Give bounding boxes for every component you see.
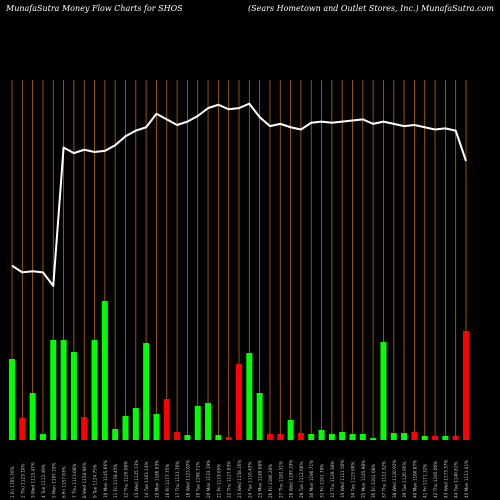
x-tick-label: 16 Fri 1177.75% (165, 464, 170, 498)
bar (411, 432, 418, 440)
chart-header-right: (Sears Hometown and Outlet Stores, Inc.)… (248, 4, 494, 13)
x-tick-label: 20 Mon 1133.19% (206, 460, 211, 498)
x-tick-labels: 1 Fri 1765.76% 2 Thu 1123.10% 3 Wed 1115.4… (10, 460, 469, 498)
x-tick-label: 18 Wed 1122.07% (185, 460, 190, 498)
x-tick-label: 14 Tue 1103.14% (144, 462, 149, 498)
x-tick-label: 35 Mon 1145.98% (361, 460, 366, 498)
bar (194, 406, 201, 440)
bar (122, 416, 129, 440)
x-tick-label: 31 Fri 1161.79% (320, 464, 325, 498)
x-tick-label: 43 Wed 1173.37% (443, 460, 448, 498)
bar (256, 393, 263, 440)
bar (287, 420, 294, 440)
bar (277, 434, 284, 440)
x-tick-label: 26 Fri 1186.20% (268, 464, 273, 498)
x-tick-label: 28 Wed 1195.33% (289, 460, 294, 498)
x-tick-label: 8 Wed 1158.94% (82, 462, 87, 498)
bar (390, 433, 397, 440)
bar (9, 359, 15, 440)
x-tick-label: 9 Tue 1124.75% (93, 464, 98, 498)
bar (318, 430, 325, 440)
x-tick-label: 40 Mon 1180.07% (412, 460, 417, 498)
x-tick-label: 22 Thu 1127.03% (227, 461, 232, 498)
flow-line (11, 102, 467, 287)
x-tick-label: 36 Fri 1101.08% (371, 464, 376, 498)
x-tick-label: 45 Mon 1111.41% (464, 460, 469, 498)
x-tick-label: 24 Tue 1116.43% (247, 462, 252, 498)
bar (225, 437, 232, 440)
bar (174, 432, 181, 440)
x-tick-label: 33 Wed 1111.56% (340, 460, 345, 498)
x-tick-label: 13 Wed 1125.13% (134, 460, 139, 498)
bar (442, 436, 449, 440)
bar (153, 414, 160, 440)
bar (215, 435, 222, 440)
x-tick-label: 4 Tue 1112.49% (41, 464, 46, 498)
bar (143, 343, 150, 440)
x-tick-label: 7 Thu 1113.08% (72, 463, 77, 498)
bar (452, 436, 459, 440)
x-tick-label: 37 Thu 1112.32% (381, 461, 386, 498)
bar (60, 340, 67, 440)
bar (39, 434, 46, 440)
chart-header-left: MunafaSutra Money Flow Charts for SHOS (6, 4, 183, 13)
x-tick-label: 23 Wed 1158.16% (237, 460, 242, 498)
bar (29, 393, 36, 440)
bars (9, 301, 469, 440)
bar (50, 340, 57, 440)
x-tick-label: 29 Tue 1112.60% (299, 462, 304, 498)
bar (432, 436, 439, 440)
bar (81, 417, 88, 440)
bar (380, 342, 387, 440)
x-tick-label: 3 Wed 1115.47% (31, 462, 36, 498)
x-tick-label: 27 Thu 1182.51% (278, 461, 283, 498)
bar (339, 432, 346, 440)
x-tick-label: 30 Mon 1190.71% (309, 460, 314, 498)
bar (101, 301, 108, 440)
x-tick-label: 12 Thu 1126.08% (124, 461, 129, 498)
bar (19, 418, 26, 440)
x-tick-label: 10 Mon 1145.66% (103, 460, 108, 498)
bar (266, 434, 273, 440)
x-tick-label: 38 Wed 1120.92% (392, 460, 397, 498)
bar (205, 403, 212, 440)
bar (112, 429, 119, 440)
bar (463, 331, 469, 440)
bar (132, 408, 139, 440)
x-tick-label: 19 Tue 1168.71% (196, 462, 201, 498)
x-tick-label: 5 Mon 1197.33% (51, 463, 56, 498)
x-tick-label: 25 Mon 1149.08% (258, 460, 263, 498)
bar (236, 364, 242, 440)
flow-line-path (11, 102, 467, 287)
x-tick-label: 6 Fri 1157.03% (62, 466, 67, 498)
x-tick-label: 39 Tue 1126.95% (402, 462, 407, 498)
bar (421, 436, 428, 440)
bar (163, 399, 170, 440)
x-tick-label: 1 Fri 1765.76% (10, 466, 15, 498)
x-tick-label: 2 Thu 1123.10% (20, 463, 25, 498)
bar (328, 434, 335, 440)
bar (297, 433, 304, 440)
x-tick-label: 17 Thu 1113.76% (175, 461, 180, 498)
x-tick-label: 41 Fri 1171.32% (423, 464, 428, 498)
bar (91, 340, 98, 440)
x-tick-label: 21 Fri 1119.65% (216, 464, 221, 498)
bar (370, 438, 377, 440)
x-tick-label: 42 Thu 1195.06% (433, 461, 438, 498)
bar (349, 434, 356, 440)
bar (246, 353, 253, 440)
bar (359, 434, 366, 440)
x-tick-label: 11 Fri 1178.45% (113, 464, 118, 498)
bar (401, 433, 408, 440)
x-tick-label: 15 Mon 1186.63% (154, 460, 159, 498)
bar (70, 352, 77, 440)
bar (184, 435, 191, 440)
x-tick-label: 44 Tue 1140.81% (454, 462, 459, 498)
bar (308, 434, 315, 440)
x-tick-label: 34 Tue 1123.60% (351, 462, 356, 498)
x-tick-label: 32 Thu 1129.38% (330, 461, 335, 498)
